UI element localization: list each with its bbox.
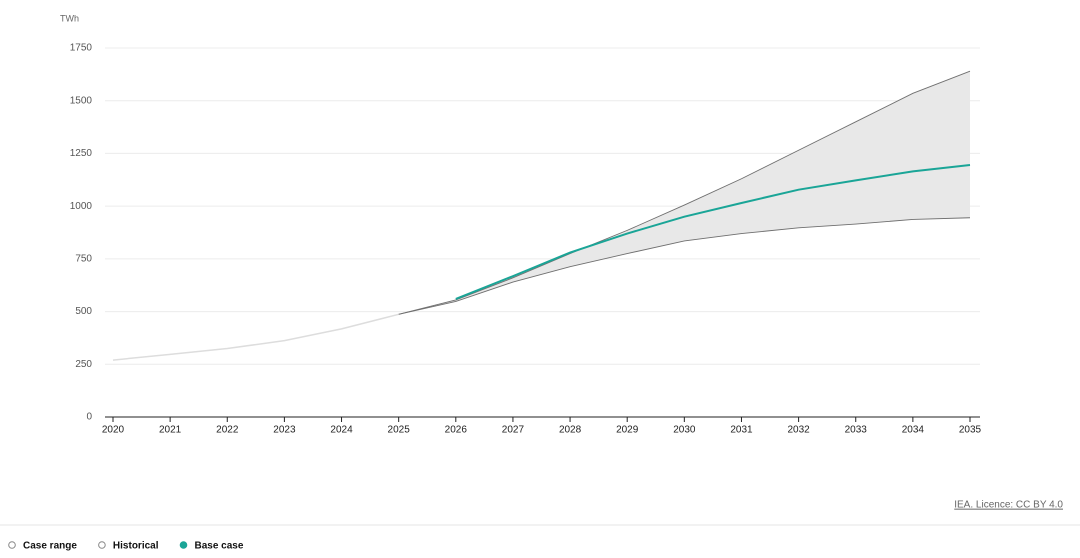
y-tick-label: 250 <box>75 359 92 370</box>
y-tick-label: 1250 <box>70 148 93 159</box>
y-tick-label: 1000 <box>70 201 93 212</box>
x-tick-label: 2030 <box>673 425 696 436</box>
range-band <box>398 71 971 315</box>
x-tick-label: 2024 <box>330 425 353 436</box>
x-tick-label: 2028 <box>559 425 582 436</box>
y-tick-label: 750 <box>75 253 92 264</box>
series-line <box>112 313 399 361</box>
x-tick-label: 2027 <box>502 425 525 436</box>
x-tick-label: 2035 <box>959 425 982 436</box>
x-tick-label: 2026 <box>445 425 468 436</box>
legend-label[interactable]: Historical <box>113 541 159 552</box>
legend-label[interactable]: Case range <box>23 541 77 552</box>
legend-label[interactable]: Base case <box>195 541 244 552</box>
y-tick-label: 1500 <box>70 95 93 106</box>
series-line <box>455 164 971 300</box>
range-lower <box>398 217 971 315</box>
legend-marker <box>179 541 188 549</box>
x-tick-label: 2022 <box>216 425 239 436</box>
legend-marker <box>8 541 16 549</box>
x-tick-label: 2021 <box>159 425 182 436</box>
x-tick-label: 2020 <box>102 425 125 436</box>
legend-marker <box>98 541 106 549</box>
y-tick-label: 0 <box>86 412 92 423</box>
y-tick-label: 500 <box>75 306 92 317</box>
x-tick-label: 2032 <box>787 425 810 436</box>
x-tick-label: 2029 <box>616 425 639 436</box>
y-tick-label: 1750 <box>70 43 93 54</box>
x-tick-label: 2023 <box>273 425 296 436</box>
x-tick-label: 2033 <box>845 425 868 436</box>
y-unit: TWh <box>60 13 79 23</box>
x-tick-label: 2025 <box>388 425 411 436</box>
x-tick-label: 2031 <box>730 425 753 436</box>
range-upper <box>398 70 971 315</box>
x-tick-label: 2034 <box>902 425 925 436</box>
source-link[interactable]: IEA. Licence: CC BY 4.0 <box>954 500 1063 511</box>
